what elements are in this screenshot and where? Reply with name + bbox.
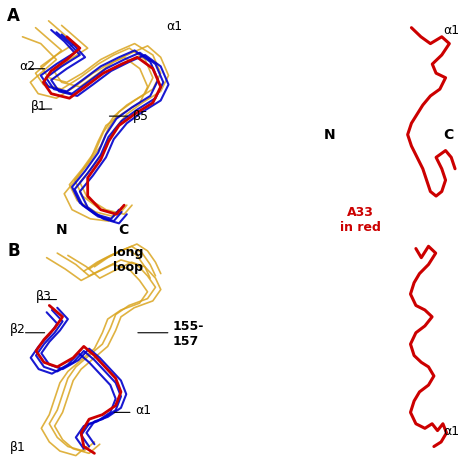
Text: α1: α1 — [166, 19, 182, 33]
Text: A33
in red: A33 in red — [340, 206, 381, 235]
Text: C: C — [443, 128, 453, 142]
Text: β1: β1 — [31, 100, 46, 113]
Text: β5: β5 — [133, 109, 149, 123]
Text: B: B — [7, 242, 20, 260]
Text: C: C — [118, 223, 128, 237]
Text: A: A — [7, 7, 20, 25]
Text: α1: α1 — [443, 425, 459, 438]
Text: N: N — [324, 128, 335, 142]
Text: α1: α1 — [135, 403, 151, 417]
Text: β1: β1 — [9, 441, 25, 455]
Text: β2: β2 — [9, 323, 25, 336]
Text: long
loop: long loop — [113, 246, 143, 273]
Text: β3: β3 — [36, 290, 51, 303]
Text: α2: α2 — [19, 60, 35, 73]
Text: α1: α1 — [443, 24, 459, 37]
Text: 155-
157: 155- 157 — [173, 320, 204, 348]
Text: N: N — [56, 223, 67, 237]
